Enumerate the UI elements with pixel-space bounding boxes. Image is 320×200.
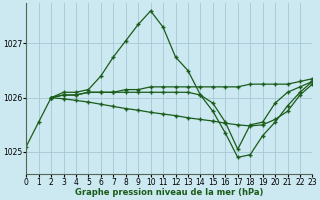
X-axis label: Graphe pression niveau de la mer (hPa): Graphe pression niveau de la mer (hPa): [75, 188, 263, 197]
